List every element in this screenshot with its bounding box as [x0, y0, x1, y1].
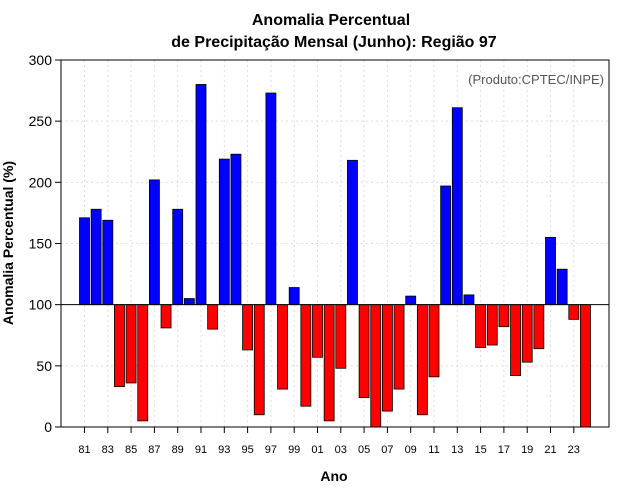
x-tick-label: 99	[288, 444, 300, 456]
bar-23	[568, 304, 580, 320]
x-tick-label: 17	[498, 444, 510, 456]
x-tick-label: 19	[521, 444, 533, 456]
bar-08	[393, 304, 405, 390]
bar-16	[486, 304, 498, 346]
y-tick-label: 300	[29, 52, 53, 68]
bar-15	[475, 304, 487, 348]
bar-00	[300, 304, 312, 407]
credit-label: (Produto:CPTEC/INPE)	[468, 72, 604, 87]
bar-21	[545, 236, 556, 306]
x-tick-label: 21	[544, 444, 556, 456]
bars	[79, 84, 591, 428]
x-tick-label: 97	[265, 444, 277, 456]
bar-14	[463, 294, 475, 306]
bar-20	[533, 304, 545, 350]
bar-87	[148, 179, 160, 306]
bar-88	[160, 304, 172, 329]
bar-04	[347, 159, 358, 306]
y-tick-label: 200	[29, 174, 53, 190]
bar-06	[370, 304, 382, 428]
y-axis: 0 50 100 150 200 250 300	[29, 52, 61, 435]
bar-83	[102, 219, 114, 306]
x-tick-label: 23	[568, 444, 580, 456]
bar-89	[172, 208, 184, 306]
x-tick-label: 11	[428, 444, 439, 456]
x-axis: 81 83 85 87 89 91 93 95 97 99 01 03 05 07 09 11 13 15 17 19…	[78, 427, 580, 456]
bar-05	[358, 304, 370, 399]
bar-22	[556, 268, 568, 306]
bar-91	[195, 84, 207, 306]
bar-85	[125, 304, 137, 384]
x-tick-label: 05	[358, 444, 370, 456]
y-tick-label: 0	[44, 419, 52, 435]
bar-07	[381, 304, 393, 412]
x-tick-label: 87	[148, 444, 160, 456]
y-tick-label: 250	[29, 113, 53, 129]
bar-97	[265, 92, 277, 306]
bar-94	[230, 153, 242, 306]
x-tick-label: 85	[125, 444, 137, 456]
bar-02	[323, 304, 335, 422]
y-tick-label: 50	[36, 358, 52, 374]
y-tick-label: 100	[29, 297, 53, 313]
x-tick-label: 01	[311, 444, 323, 456]
bar-11	[428, 304, 440, 378]
bar-17	[498, 304, 510, 328]
x-tick-label: 89	[172, 444, 184, 456]
bar-82	[90, 208, 102, 306]
x-tick-label: 15	[474, 444, 486, 456]
y-axis-label: Anomalia Percentual (%)	[0, 161, 16, 325]
bar-99	[288, 287, 300, 306]
y-tick-label: 150	[29, 236, 53, 252]
bar-90	[183, 298, 195, 306]
chart-title: Anomalia Percentual	[252, 12, 410, 29]
bar-19	[521, 304, 533, 363]
bar-92	[207, 304, 219, 330]
x-axis-label: Ano	[320, 468, 347, 484]
chart-subtitle: de Precipitação Mensal (Junho): Região 9…	[171, 34, 497, 51]
bar-01	[312, 304, 323, 358]
x-tick-label: 07	[381, 444, 393, 456]
bar-81	[79, 217, 90, 306]
bar-84	[114, 304, 125, 388]
bar-03	[335, 304, 347, 369]
bar-09	[405, 295, 417, 306]
bar-96	[253, 304, 265, 416]
bar-86	[137, 304, 149, 422]
x-tick-label: 95	[241, 444, 253, 456]
x-tick-label: 83	[102, 444, 114, 456]
bar-13	[451, 107, 463, 306]
x-tick-label: 13	[451, 444, 463, 456]
bar-12	[440, 185, 452, 306]
bar-18	[510, 304, 521, 377]
x-tick-label: 03	[335, 444, 347, 456]
x-tick-label: 91	[195, 444, 207, 456]
x-tick-label: 81	[78, 444, 90, 456]
bar-95	[242, 304, 254, 351]
x-tick-label: 93	[218, 444, 230, 456]
bar-98	[277, 304, 288, 390]
bar-10	[416, 304, 428, 416]
bar-93	[218, 158, 230, 306]
bar-24	[580, 304, 591, 428]
x-tick-label: 09	[405, 444, 417, 456]
